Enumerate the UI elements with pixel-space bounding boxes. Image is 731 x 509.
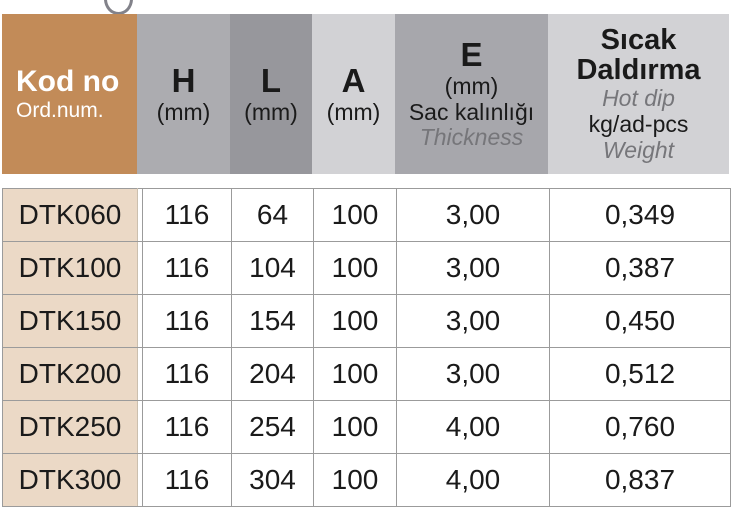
spec-table-body: DTK060 116 64 100 3,00 0,349 DTK100 116 …	[2, 188, 731, 507]
header-col-h: H (mm)	[137, 14, 230, 174]
header-h-unit: (mm)	[156, 98, 211, 125]
cell-h: 116	[142, 453, 232, 507]
cell-l: 104	[231, 241, 314, 295]
header-l-symbol: L	[260, 61, 282, 99]
cell-code: DTK150	[2, 294, 138, 348]
cell-a: 100	[313, 347, 397, 401]
cell-l: 254	[231, 400, 314, 454]
cell-a: 100	[313, 400, 397, 454]
table-row: DTK060 116 64 100 3,00 0,349	[2, 188, 731, 242]
cell-a: 100	[313, 241, 397, 295]
table-row: DTK100 116 104 100 3,00 0,387	[2, 241, 731, 295]
cell-code: DTK300	[2, 453, 138, 507]
header-weight-title-line1: Sıcak	[600, 23, 677, 56]
cell-a: 100	[313, 188, 397, 242]
cell-e: 3,00	[396, 347, 550, 401]
cell-l: 204	[231, 347, 314, 401]
header-weight-title-line2: Daldırma	[576, 54, 701, 87]
header-code-subtitle: Ord.num.	[16, 99, 104, 123]
header-a-symbol: A	[341, 61, 366, 99]
cell-h: 116	[142, 188, 232, 242]
cell-l: 304	[231, 453, 314, 507]
cell-weight: 0,349	[549, 188, 731, 242]
cell-e: 3,00	[396, 294, 550, 348]
cell-h: 116	[142, 347, 232, 401]
cell-code: DTK100	[2, 241, 138, 295]
table-row: DTK300 116 304 100 4,00 0,837	[2, 453, 731, 507]
header-a-unit: (mm)	[326, 98, 381, 125]
cell-l: 64	[231, 188, 314, 242]
header-weight-label-en: Weight	[602, 136, 675, 163]
cell-weight: 0,760	[549, 400, 731, 454]
header-e-unit: (mm)	[444, 72, 499, 99]
cell-e: 3,00	[396, 188, 550, 242]
header-col-l: L (mm)	[230, 14, 312, 174]
cell-e: 4,00	[396, 453, 550, 507]
cell-code: DTK060	[2, 188, 138, 242]
cell-weight: 0,387	[549, 241, 731, 295]
cell-h: 116	[142, 241, 232, 295]
cell-l: 154	[231, 294, 314, 348]
cropped-letter-icon	[104, 0, 133, 15]
header-e-symbol: E	[460, 35, 483, 73]
header-e-desc-en: Thickness	[419, 124, 524, 151]
table-row: DTK250 116 254 100 4,00 0,760	[2, 400, 731, 454]
header-col-weight: Sıcak Daldırma Hot dip kg/ad-pcs Weight	[548, 14, 729, 174]
cell-e: 4,00	[396, 400, 550, 454]
cell-h: 116	[142, 400, 232, 454]
header-e-desc-tr: Sac kalınlığı	[408, 98, 535, 125]
cell-code: DTK200	[2, 347, 138, 401]
cell-a: 100	[313, 294, 397, 348]
table-row: DTK200 116 204 100 3,00 0,512	[2, 347, 731, 401]
header-weight-unit: kg/ad-pcs	[588, 110, 689, 137]
cell-a: 100	[313, 453, 397, 507]
cell-e: 3,00	[396, 241, 550, 295]
cell-weight: 0,450	[549, 294, 731, 348]
cell-weight: 0,512	[549, 347, 731, 401]
table-header: Kod no Ord.num. H (mm) L (mm) A (mm) E (…	[2, 14, 729, 174]
header-col-code: Kod no Ord.num.	[2, 14, 137, 174]
header-weight-subtitle-en: Hot dip	[602, 85, 675, 112]
header-code-title: Kod no	[16, 65, 120, 99]
header-col-e: E (mm) Sac kalınlığı Thickness	[395, 14, 548, 174]
cell-weight: 0,837	[549, 453, 731, 507]
cell-code: DTK250	[2, 400, 138, 454]
header-l-unit: (mm)	[244, 98, 298, 125]
cell-h: 116	[142, 294, 232, 348]
table-row: DTK150 116 154 100 3,00 0,450	[2, 294, 731, 348]
header-col-a: A (mm)	[312, 14, 395, 174]
header-h-symbol: H	[171, 61, 196, 99]
